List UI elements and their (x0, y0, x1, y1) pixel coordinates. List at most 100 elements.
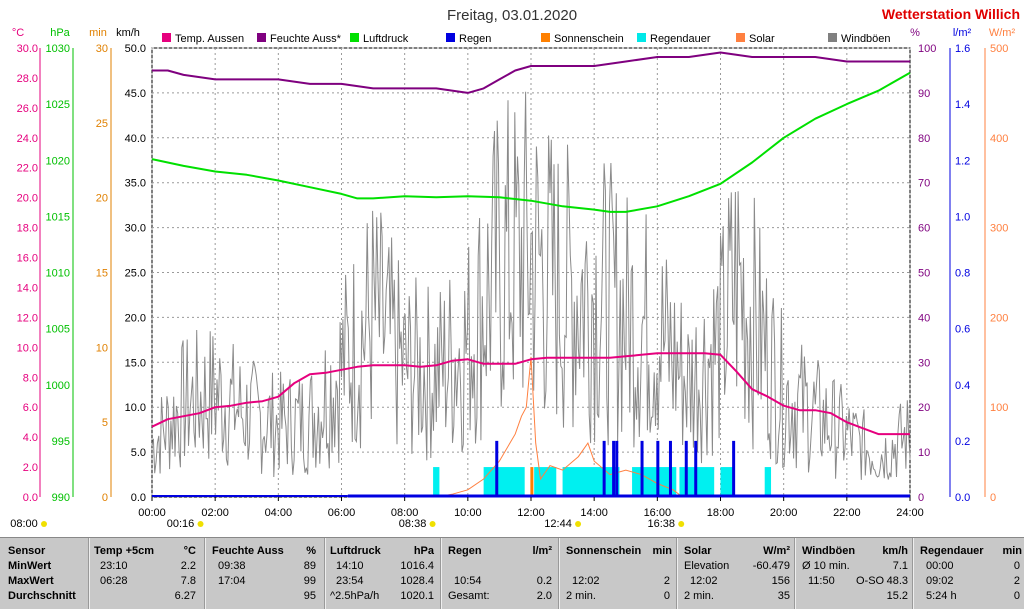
axis-tick-pressure: 990 (52, 492, 70, 504)
axis-unit-pressure: hPa (50, 27, 70, 39)
axis-tick-solar: 0 (990, 492, 996, 504)
plot-area (151, 47, 911, 498)
sonnenschein-max-time: 12:02 (572, 575, 600, 587)
rain-bar (612, 440, 616, 497)
legend-label: Luftdruck (363, 33, 409, 45)
axis-tick-rain: 0.2 (955, 436, 970, 448)
station-name: Wetterstation Willich (882, 6, 1020, 22)
col-regen: Regen l/m² 10:54 0.2 Gesamt: 2.0 (442, 538, 556, 609)
legend: Temp. Aussen Feuchte Auss* Luftdruck Regen S… (162, 33, 891, 45)
axis-tick-solar: 100 (990, 402, 1008, 414)
temp-unit: °C (183, 545, 196, 557)
legend-item: Temp. Aussen (162, 33, 244, 45)
axis-tick-solar: 200 (990, 312, 1008, 324)
axis-tick-temp: 28.0 (17, 73, 38, 85)
axis-tick-temp: 2.0 (23, 462, 38, 474)
regen-max-val: 0.2 (536, 575, 552, 587)
axis-tick-temp: 12.0 (17, 312, 38, 324)
regen-total-val: 2.0 (536, 590, 552, 602)
rain-bar (668, 440, 672, 497)
axis-tick-rain: 0.0 (955, 492, 970, 504)
axis-tick-minutes: 10 (96, 342, 108, 354)
solar-elevation-val: -60.479 (752, 560, 790, 572)
col-luftdruck: Luftdruck hPa 14:10 1016.4 23:54 1028.4 … (326, 538, 440, 609)
axis-unit-wind: km/h (116, 27, 140, 39)
row-max-label: MaxWert (8, 575, 54, 587)
x-tick-label: 16:00 (644, 507, 672, 519)
axis-tick-temp: 8.0 (23, 372, 38, 384)
axis-tick-temp: 10.0 (17, 342, 38, 354)
legend-label: Solar (749, 33, 775, 45)
weather-chart: Freitag, 03.01.2020 Wetterstation Willic… (10, 6, 1020, 530)
col-feuchte: Feuchte Auss % 09:38 89 17:04 99 95 (206, 538, 324, 609)
sonnenschein-unit: min (652, 545, 672, 557)
regendauer-avg-val: 0 (1013, 590, 1020, 602)
solar-header: Solar (684, 545, 712, 557)
row-avg-label: Durchschnitt (8, 590, 76, 602)
feuchte-unit: % (306, 545, 316, 557)
axis-tick-solar: 400 (990, 133, 1008, 145)
axis-unit-humidity: % (910, 27, 920, 39)
axis-tick-temp: 14.0 (17, 282, 38, 294)
wind-avg-val: 15.2 (886, 590, 908, 602)
luftdruck-min-time: 14:10 (336, 560, 364, 572)
axis-tick-temp: 4.0 (23, 432, 38, 444)
sun-marker-icon (678, 521, 685, 527)
x-tick-label: 04:00 (265, 507, 293, 519)
axis-tick-solar: 500 (990, 43, 1008, 55)
regendauer-min-time: 00:00 (926, 560, 954, 572)
regendauer-max-time: 09:02 (926, 575, 954, 587)
sensor-header: Sensor (8, 545, 46, 557)
feuchte-header: Feuchte Auss (212, 545, 284, 557)
axis-tick-minutes: 20 (96, 193, 108, 205)
axis-unit-solar: W/m² (989, 27, 1016, 39)
axis-tick-pressure: 1015 (46, 211, 70, 223)
legend-label: Windböen (841, 33, 891, 45)
rain-bar (694, 440, 698, 497)
rain-bar (495, 440, 499, 497)
axis-tick-wind: 20.0 (125, 312, 146, 324)
feuchte-min-time: 09:38 (218, 560, 246, 572)
sun-marker-icon (41, 521, 47, 527)
legend-swatch (446, 33, 455, 42)
axis-tick-pressure: 995 (52, 436, 70, 448)
axis-tick-wind: 40.0 (125, 133, 146, 145)
axis-tick-wind: 0.0 (131, 492, 146, 504)
x-tick-label: 02:00 (201, 507, 229, 519)
axis-tick-solar: 300 (990, 223, 1008, 235)
axis-tick-wind: 5.0 (131, 447, 146, 459)
axis-tick-humidity: 30 (918, 357, 930, 369)
luftdruck-min-val: 1016.4 (400, 560, 434, 572)
luftdruck-unit: hPa (413, 545, 434, 557)
axis-tick-temp: 16.0 (17, 253, 38, 265)
legend-item: Sonnenschein (541, 33, 624, 45)
axis-tick-temp: 30.0 (17, 43, 38, 55)
x-tick-label: 08:00 (391, 507, 419, 519)
rain-bar (602, 440, 606, 497)
luftdruck-avg-val: 1020.1 (400, 590, 434, 602)
axis-tick-wind: 15.0 (125, 357, 146, 369)
axis-tick-wind: 50.0 (125, 43, 146, 55)
feuchte-max-val: 99 (303, 575, 316, 587)
series-solar (436, 356, 683, 498)
solar-unit: W/m² (763, 545, 790, 557)
legend-swatch (828, 33, 837, 42)
rain-bar (656, 440, 660, 497)
rain-bar (640, 440, 644, 497)
axis-tick-humidity: 60 (918, 223, 930, 235)
axis-tick-wind: 30.0 (125, 223, 146, 235)
luftdruck-trend: ^2.5hPa/h (330, 590, 380, 602)
axis-tick-temp: 24.0 (17, 133, 38, 145)
sonnenschein-max-val: 2 (663, 575, 670, 587)
col-sensor: Sensor MinWert MaxWert Durchschnitt (0, 538, 88, 609)
x-tick-label: 10:00 (454, 507, 482, 519)
feuchte-max-time: 17:04 (218, 575, 246, 587)
feuchte-min-val: 89 (303, 560, 316, 572)
legend-label: Regen (459, 33, 491, 45)
legend-label: Feuchte Auss* (270, 33, 342, 45)
wind-avg10-label: Ø 10 min. (802, 560, 850, 572)
stats-table: Sensor MinWert MaxWert Durchschnitt Temp… (0, 537, 1024, 609)
rain-bar (615, 440, 619, 497)
axis-tick-pressure: 1030 (46, 43, 70, 55)
wind-max-time: 11:50 (808, 575, 835, 587)
